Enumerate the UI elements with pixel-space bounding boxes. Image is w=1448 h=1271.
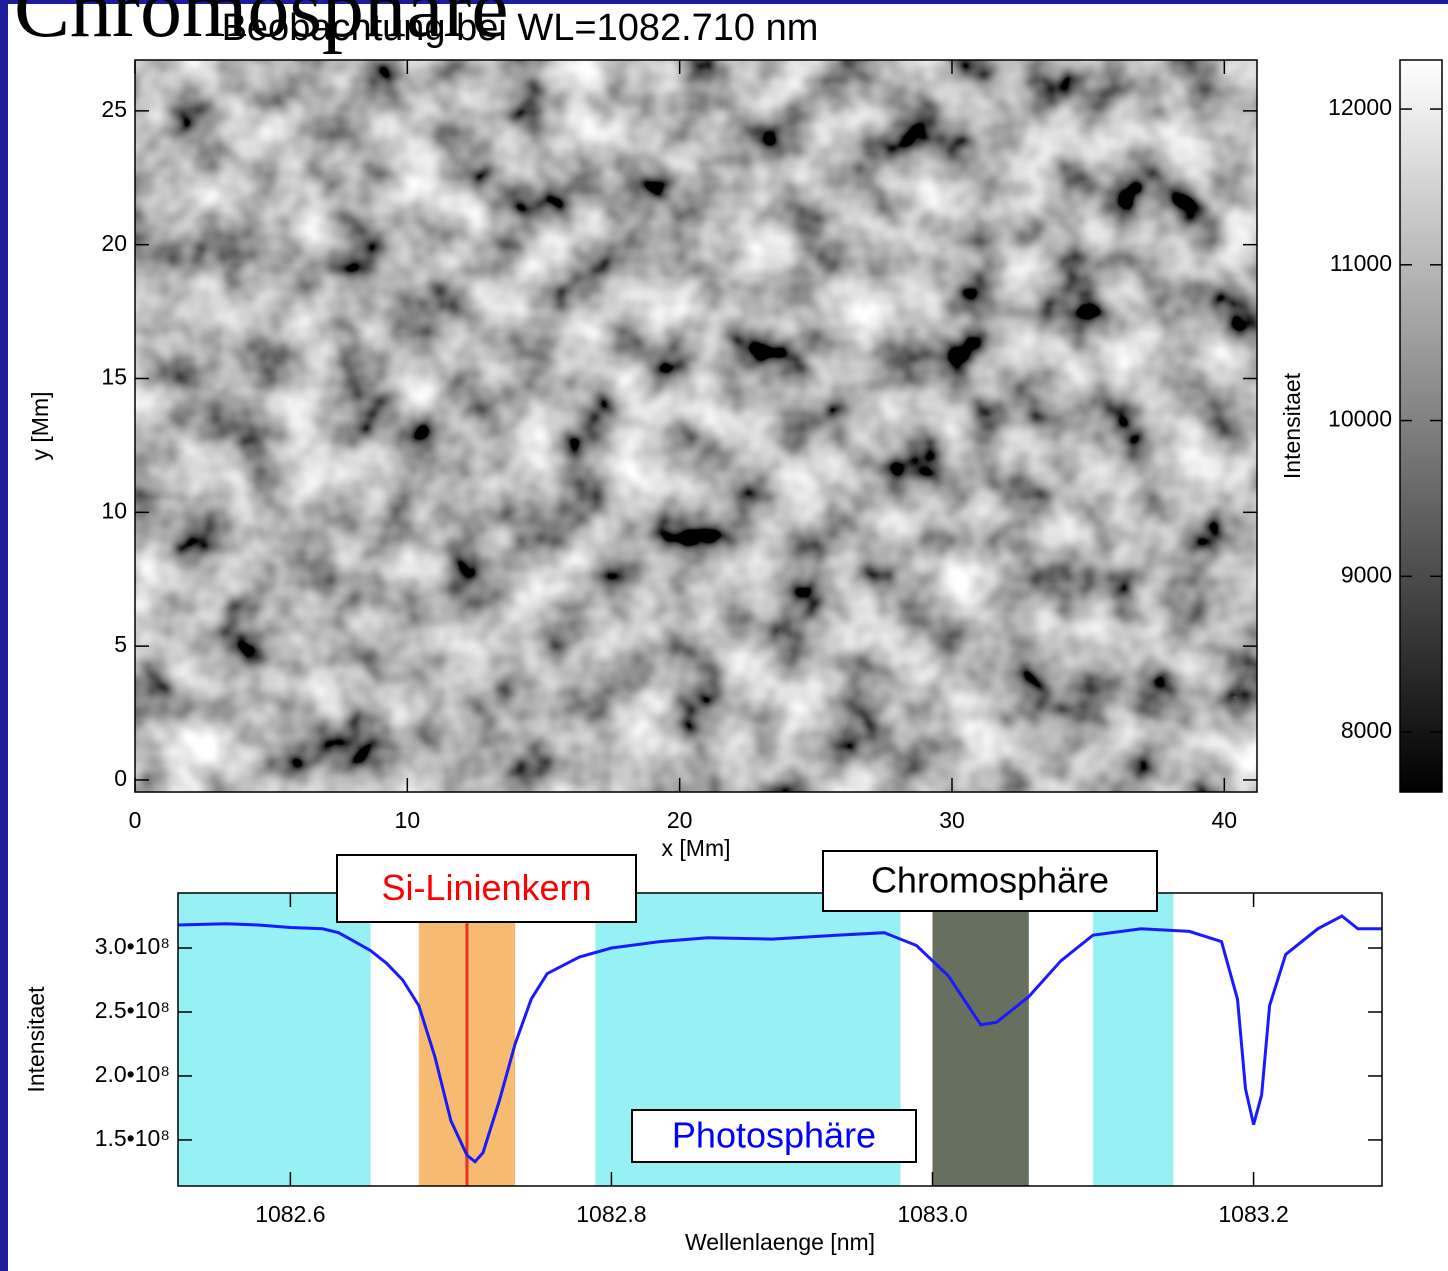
image xyxy=(135,60,1257,792)
y-axis-label: Intensitaet xyxy=(23,986,49,1093)
colorbar xyxy=(1399,59,1443,793)
y-tick-label: 25 xyxy=(101,96,127,122)
y-tick-label: 10 xyxy=(101,497,127,523)
slide-border xyxy=(0,0,8,1271)
x-tick-label: 40 xyxy=(1212,807,1238,833)
x-tick-label: 1083.2 xyxy=(1218,1201,1288,1227)
y-tick-label: 2.5•10⁸ xyxy=(95,997,170,1023)
y-tick-label: 1.5•10⁸ xyxy=(95,1125,170,1151)
y-tick-label: 5 xyxy=(114,631,127,657)
x-tick-label: 20 xyxy=(667,807,693,833)
colorbar-tick-label: 12000 xyxy=(1328,94,1392,120)
x-tick-label: 30 xyxy=(939,807,965,833)
plot-frame xyxy=(177,892,1383,1187)
annotation-box xyxy=(336,854,637,923)
band xyxy=(178,893,371,1186)
line xyxy=(177,914,1382,1164)
colorbar-tick-label: 10000 xyxy=(1328,406,1392,432)
band xyxy=(932,893,1029,1186)
slide-title: Chromosphäre xyxy=(14,0,509,55)
annotation-box xyxy=(822,850,1158,912)
x-axis-label: x [Mm] xyxy=(662,835,731,861)
x-tick-label: 1082.8 xyxy=(576,1201,646,1227)
colorbar-tick-label: 8000 xyxy=(1341,717,1392,743)
y-tick-label: 20 xyxy=(101,230,127,256)
y-tick-label: 0 xyxy=(114,765,127,791)
colorbar-tick-label: 9000 xyxy=(1341,561,1392,587)
annotation: Si-Linienkern xyxy=(381,867,591,908)
x-tick-label: 1083.0 xyxy=(897,1201,967,1227)
y-tick-label: 15 xyxy=(101,364,127,390)
colorbar-label: Intensitaet xyxy=(1279,372,1305,479)
annotation: Chromosphäre xyxy=(871,860,1109,901)
colorbar-tick-label: 11000 xyxy=(1330,250,1392,276)
x-tick-label: 10 xyxy=(395,807,421,833)
x-axis-label: Wellenlaenge [nm] xyxy=(685,1229,875,1255)
annotation: Photosphäre xyxy=(672,1115,876,1156)
y-tick-label: 2.0•10⁸ xyxy=(95,1061,170,1087)
x-tick-label: 1082.6 xyxy=(255,1201,325,1227)
band xyxy=(1093,893,1174,1186)
x-tick-label: 0 xyxy=(129,807,142,833)
chart-title: Beobachtung bei WL=1082.710 nm xyxy=(222,7,819,49)
annotation-box xyxy=(631,1109,917,1163)
y-axis-label: y [Mm] xyxy=(27,392,53,461)
plot-frame xyxy=(134,59,1258,793)
y-tick-label: 3.0•10⁸ xyxy=(95,933,170,959)
slide-border xyxy=(0,0,1448,4)
